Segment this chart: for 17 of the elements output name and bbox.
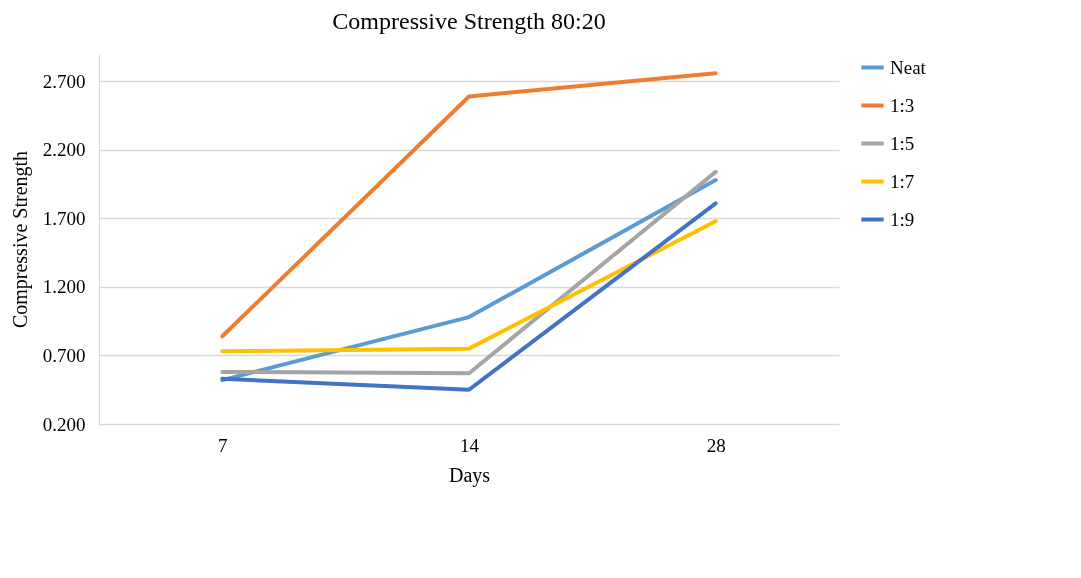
legend-label: Neat: [890, 56, 927, 78]
x-tick-label: 28: [706, 434, 726, 456]
chart-title: Compressive Strength 80:20: [332, 8, 606, 34]
y-tick-label: 2.700: [42, 70, 86, 92]
y-tick-label: 1.200: [42, 276, 86, 298]
legend-label: 1:9: [890, 208, 915, 230]
y-tick-label: 1.700: [42, 207, 86, 229]
y-tick-label: 0.200: [42, 413, 86, 435]
x-tick-label: 7: [218, 434, 228, 456]
legend-label: 1:3: [890, 94, 915, 116]
legend-label: 1:5: [890, 132, 915, 154]
y-tick-label: 0.700: [42, 344, 86, 366]
x-axis-title: Days: [448, 463, 491, 487]
legend-label: 1:7: [890, 170, 915, 192]
y-axis-title: Compressive Strength: [8, 150, 32, 329]
y-tick-label: 2.200: [42, 139, 86, 161]
x-tick-label: 14: [460, 434, 480, 456]
